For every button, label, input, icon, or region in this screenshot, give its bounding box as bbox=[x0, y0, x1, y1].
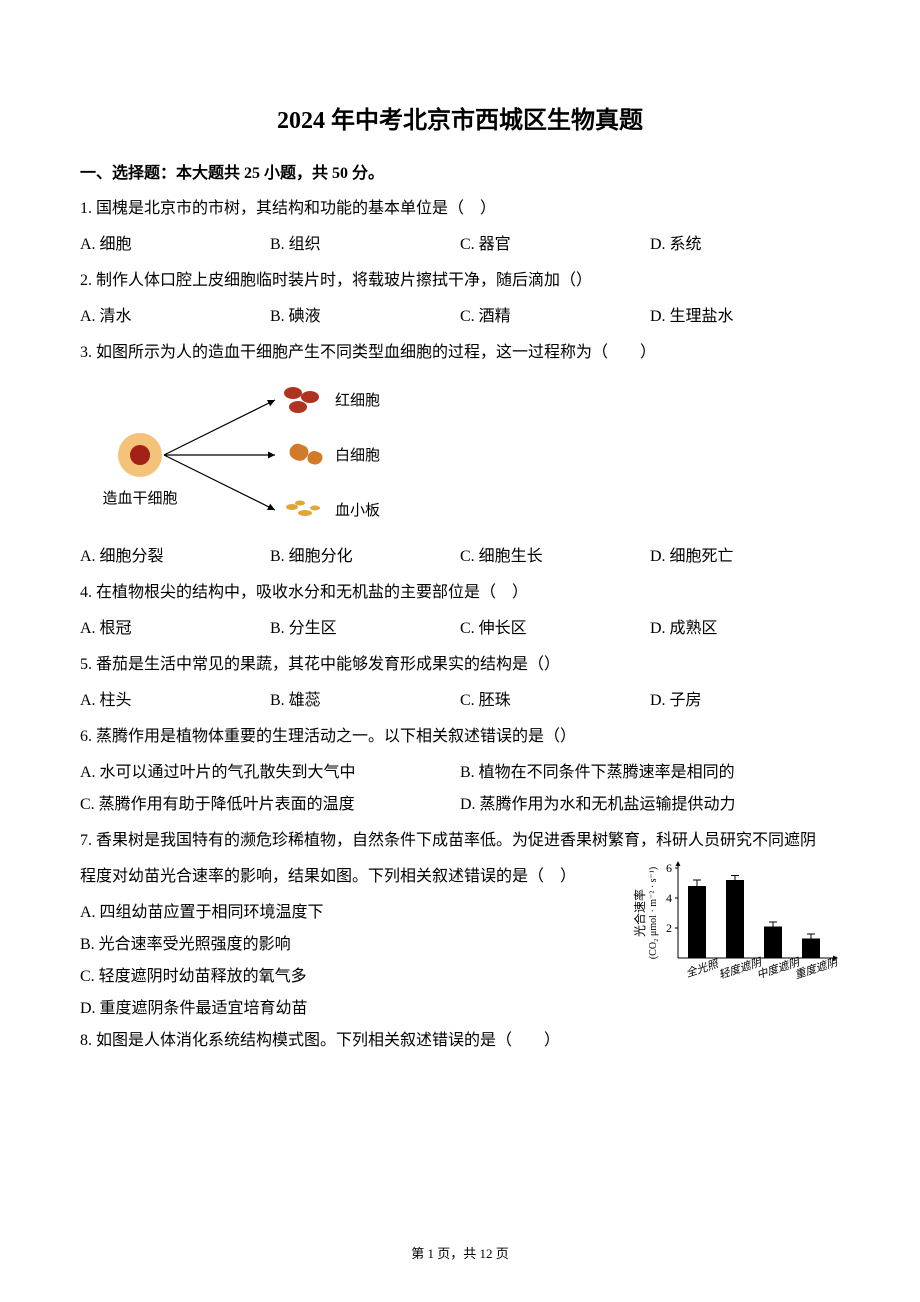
svg-text:血小板: 血小板 bbox=[335, 501, 380, 519]
q3-opt-b: B. 细胞分化 bbox=[270, 541, 460, 573]
q5-text: 5. 番茄是生活中常见的果蔬，其花中能够发育形成果实的结构是（） bbox=[80, 649, 840, 681]
q7-chart: 246光合速率(CO₂ μmol · m⁻² · s⁻¹)全光照轻度遮阴中度遮阴… bbox=[630, 853, 840, 993]
q6-opt-c: C. 蒸腾作用有助于降低叶片表面的温度 bbox=[80, 789, 460, 821]
svg-text:白细胞: 白细胞 bbox=[335, 447, 380, 464]
svg-text:光合速率: 光合速率 bbox=[632, 889, 647, 937]
page-title: 2024 年中考北京市西城区生物真题 bbox=[80, 100, 840, 135]
svg-text:2: 2 bbox=[666, 921, 672, 935]
q6-opt-d: D. 蒸腾作用为水和无机盐运输提供动力 bbox=[460, 789, 840, 821]
q8-text: 8. 如图是人体消化系统结构模式图。下列相关叙述错误的是（ ） bbox=[80, 1025, 840, 1057]
svg-text:4: 4 bbox=[666, 891, 672, 905]
q6-options: A. 水可以通过叶片的气孔散失到大气中 B. 植物在不同条件下蒸腾速率是相同的 … bbox=[80, 757, 840, 821]
q3-figure: 造血干细胞 红细胞白细胞血小板 bbox=[100, 375, 400, 535]
q4-text: 4. 在植物根尖的结构中，吸收水分和无机盐的主要部位是（ ） bbox=[80, 577, 840, 609]
page-footer: 第 1 页，共 12 页 bbox=[0, 1243, 920, 1262]
q5-opt-d: D. 子房 bbox=[650, 685, 840, 717]
q2-text: 2. 制作人体口腔上皮细胞临时装片时，将载玻片擦拭干净，随后滴加（） bbox=[80, 265, 840, 297]
svg-text:(CO₂ μmol · m⁻² · s⁻¹): (CO₂ μmol · m⁻² · s⁻¹) bbox=[648, 867, 659, 959]
q4-options: A. 根冠 B. 分生区 C. 伸长区 D. 成熟区 bbox=[80, 613, 840, 645]
q2-opt-c: C. 酒精 bbox=[460, 301, 650, 333]
q7-block: 7. 香果树是我国特有的濒危珍稀植物，自然条件下成苗率低。为促进香果树繁育，科研… bbox=[80, 825, 840, 1025]
q5-opt-a: A. 柱头 bbox=[80, 685, 270, 717]
q3-options: A. 细胞分裂 B. 细胞分化 C. 细胞生长 D. 细胞死亡 bbox=[80, 541, 840, 573]
q1-text: 1. 国槐是北京市的市树，其结构和功能的基本单位是（ ） bbox=[80, 193, 840, 225]
q1-opt-c: C. 器官 bbox=[460, 229, 650, 261]
q3-opt-a: A. 细胞分裂 bbox=[80, 541, 270, 573]
svg-text:红细胞: 红细胞 bbox=[335, 392, 380, 409]
q1-opt-b: B. 组织 bbox=[270, 229, 460, 261]
q6-opt-b: B. 植物在不同条件下蒸腾速率是相同的 bbox=[460, 757, 840, 789]
q1-opt-d: D. 系统 bbox=[650, 229, 840, 261]
q3-opt-d: D. 细胞死亡 bbox=[650, 541, 840, 573]
q4-opt-c: C. 伸长区 bbox=[460, 613, 650, 645]
q4-opt-a: A. 根冠 bbox=[80, 613, 270, 645]
q2-opt-a: A. 清水 bbox=[80, 301, 270, 333]
svg-text:6: 6 bbox=[666, 861, 672, 875]
q5-options: A. 柱头 B. 雄蕊 C. 胚珠 D. 子房 bbox=[80, 685, 840, 717]
q3-text: 3. 如图所示为人的造血干细胞产生不同类型血细胞的过程，这一过程称为（ ） bbox=[80, 337, 840, 369]
q5-opt-b: B. 雄蕊 bbox=[270, 685, 460, 717]
q4-opt-b: B. 分生区 bbox=[270, 613, 460, 645]
svg-text:全光照: 全光照 bbox=[684, 957, 721, 980]
q2-opt-d: D. 生理盐水 bbox=[650, 301, 840, 333]
q4-opt-d: D. 成熟区 bbox=[650, 613, 840, 645]
q2-options: A. 清水 B. 碘液 C. 酒精 D. 生理盐水 bbox=[80, 301, 840, 333]
q6-opt-a: A. 水可以通过叶片的气孔散失到大气中 bbox=[80, 757, 460, 789]
q2-opt-b: B. 碘液 bbox=[270, 301, 460, 333]
svg-text:重度遮阴: 重度遮阴 bbox=[793, 955, 840, 982]
q7-opt-d: D. 重度遮阴条件最适宜培育幼苗 bbox=[80, 993, 840, 1025]
svg-text:造血干细胞: 造血干细胞 bbox=[102, 490, 177, 507]
q3-opt-c: C. 细胞生长 bbox=[460, 541, 650, 573]
q1-options: A. 细胞 B. 组织 C. 器官 D. 系统 bbox=[80, 229, 840, 261]
exam-page: 2024 年中考北京市西城区生物真题 一、选择题：本大题共 25 小题，共 50… bbox=[0, 0, 920, 1302]
q6-text: 6. 蒸腾作用是植物体重要的生理活动之一。以下相关叙述错误的是（） bbox=[80, 721, 840, 753]
section-1-header: 一、选择题：本大题共 25 小题，共 50 分。 bbox=[80, 159, 840, 183]
q1-opt-a: A. 细胞 bbox=[80, 229, 270, 261]
q5-opt-c: C. 胚珠 bbox=[460, 685, 650, 717]
